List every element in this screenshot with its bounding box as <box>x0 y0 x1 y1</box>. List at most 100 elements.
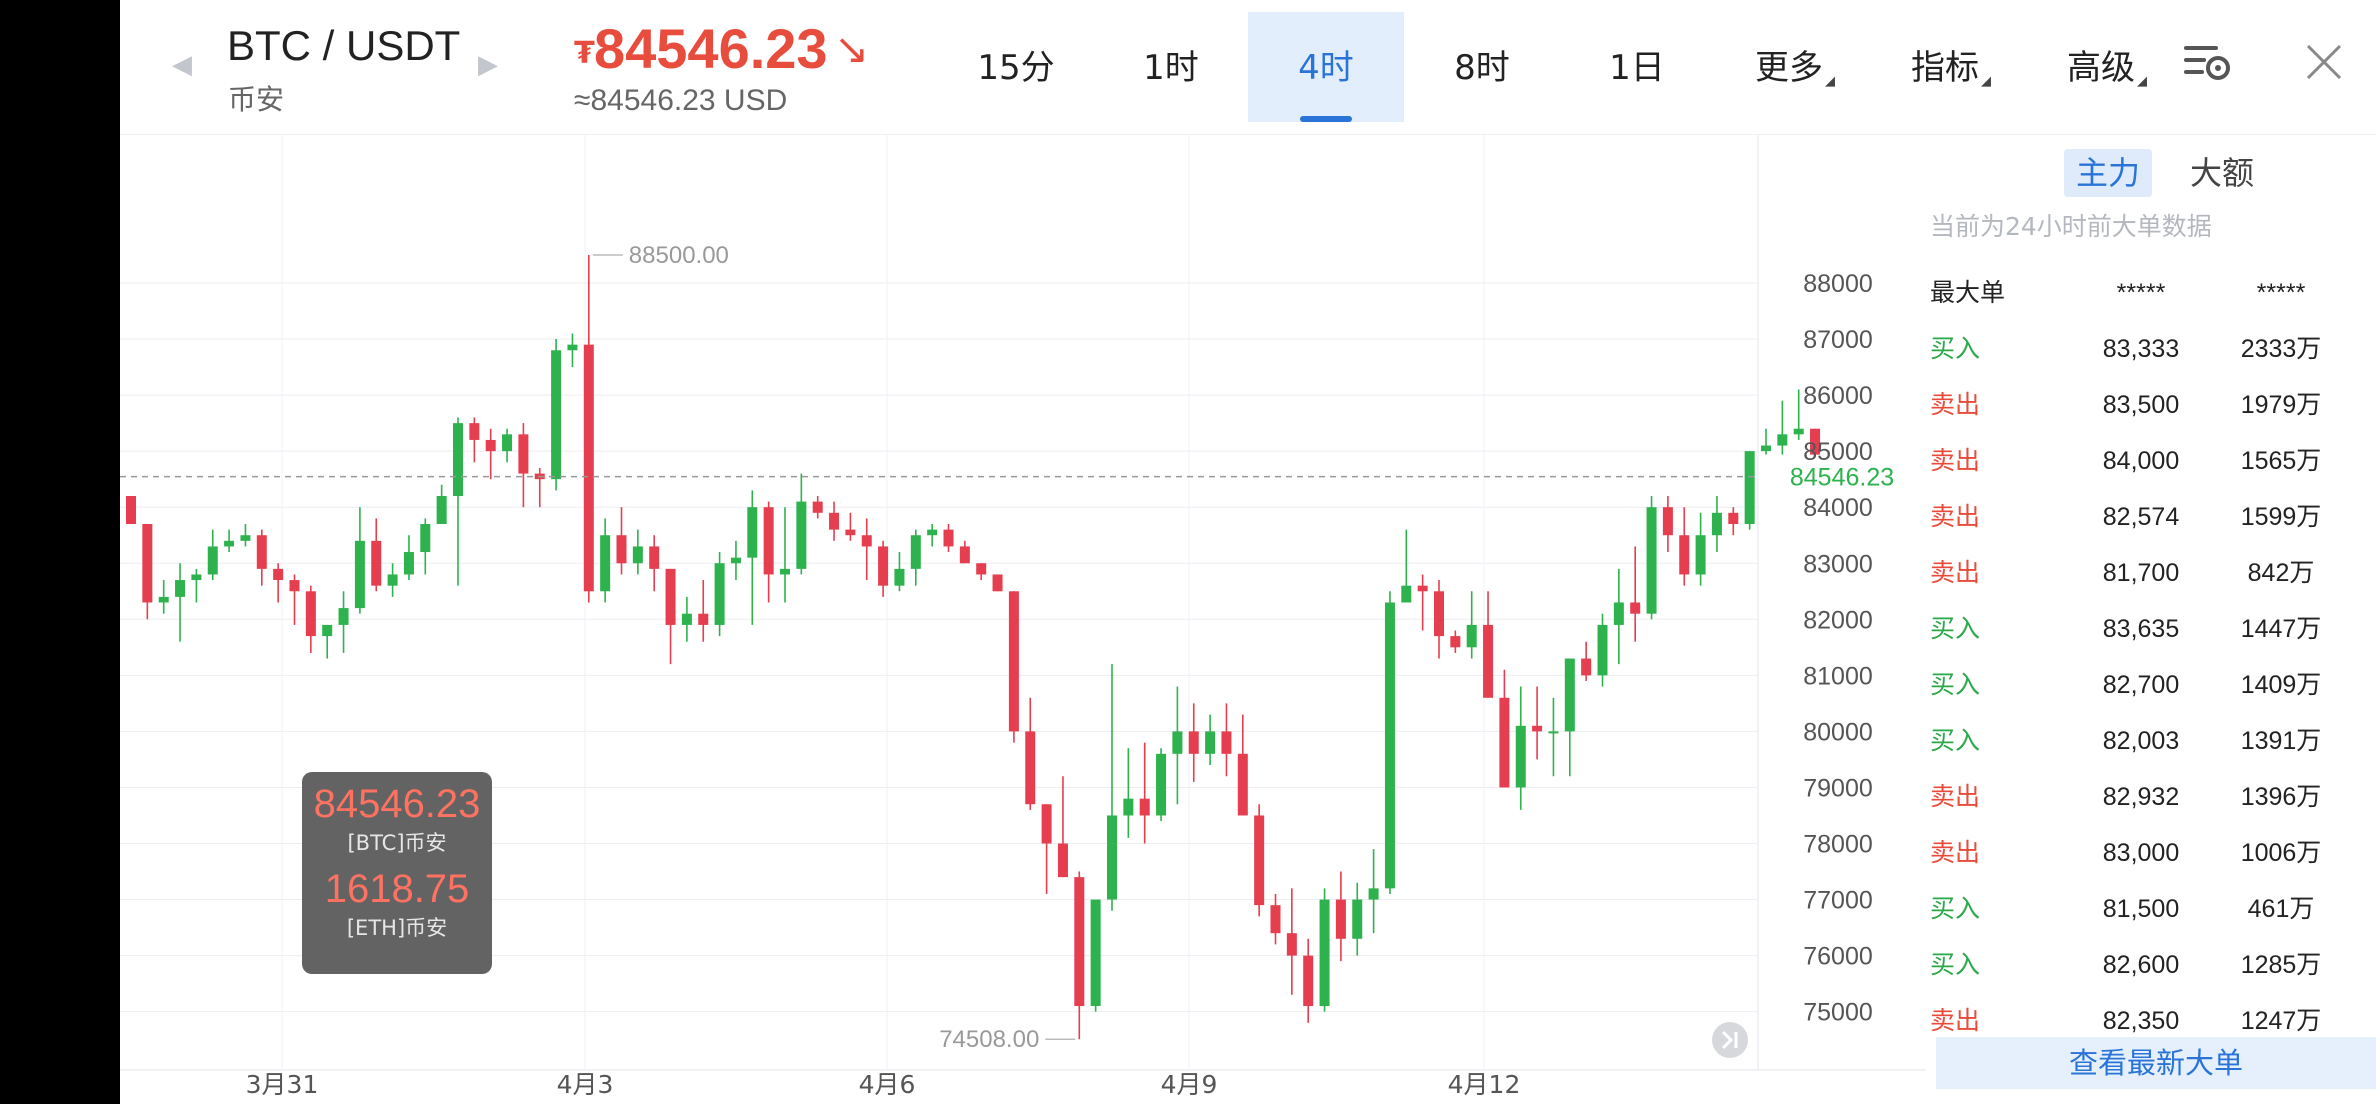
tab-15m[interactable]: 15分 <box>977 48 1055 88</box>
y-tick-label: 77000 <box>1803 887 1873 915</box>
candle-body <box>861 535 872 547</box>
settings-list-icon[interactable] <box>2182 40 2232 88</box>
candle <box>1286 888 1297 995</box>
candle-body <box>338 608 349 625</box>
candle <box>780 507 790 603</box>
view-latest-orders-button[interactable]: 查看最新大单 <box>1936 1037 2376 1089</box>
candle <box>812 495 823 519</box>
candle-body <box>1564 658 1575 732</box>
candle-body <box>1221 731 1232 754</box>
candle <box>1221 703 1232 777</box>
candle-body <box>649 546 660 569</box>
order-row[interactable]: 卖出 83,500 1979万 <box>1926 377 2376 433</box>
usd-price: ≈84546.23 USD <box>574 84 788 117</box>
order-price: 84,000 <box>2102 447 2180 475</box>
candle-body <box>1237 753 1248 816</box>
candle <box>207 529 218 581</box>
order-side: 卖出 <box>1930 502 1981 531</box>
candle-body <box>1450 636 1461 648</box>
order-row[interactable]: 卖出 84,000 1565万 <box>1926 433 2376 489</box>
candle-body <box>747 507 758 558</box>
order-side: 卖出 <box>1930 390 1981 419</box>
tab-large-amount[interactable]: 大额 <box>2190 154 2255 192</box>
candle <box>583 254 594 603</box>
tab-4h[interactable]: 4时 <box>1248 12 1404 122</box>
close-icon[interactable] <box>2302 40 2346 88</box>
candle-body <box>1188 731 1199 754</box>
candle <box>1172 686 1183 805</box>
order-row[interactable]: 卖出 82,350 1247万 <box>1926 993 2376 1049</box>
candle <box>1434 580 1444 659</box>
eth-price-label: [ETH]币安 <box>346 916 448 940</box>
candle <box>289 574 300 625</box>
candle-body <box>1107 815 1117 900</box>
candle-body <box>665 568 676 625</box>
candle-body <box>240 535 251 541</box>
candle <box>371 518 382 592</box>
tab-main-force[interactable]: 主力 <box>2064 149 2153 197</box>
next-pair-icon[interactable]: ▶ <box>478 50 498 80</box>
candle <box>845 512 856 541</box>
arrow-down-right-icon: ↘ <box>834 24 870 73</box>
order-row[interactable]: 卖出 82,574 1599万 <box>1926 489 2376 545</box>
y-tick-label: 87000 <box>1803 326 1873 354</box>
tab-advanced[interactable]: 高级 ◢ <box>2067 48 2147 89</box>
scroll-to-latest-icon[interactable] <box>1712 1022 1748 1058</box>
order-amount: 1409万 <box>2240 671 2322 699</box>
candle <box>763 501 774 603</box>
order-row[interactable]: 卖出 82,932 1396万 <box>1926 769 2376 825</box>
candle <box>1254 804 1265 917</box>
order-row[interactable]: 买入 83,333 2333万 <box>1926 321 2376 377</box>
candle <box>730 540 741 581</box>
tab-indicators[interactable]: 指标 ◢ <box>1911 48 1991 89</box>
candle-body <box>191 574 202 581</box>
order-price: 81,500 <box>2102 895 2180 923</box>
candle-body <box>502 434 513 452</box>
candle-body <box>1662 507 1673 536</box>
tab-1h[interactable]: 1时 <box>1143 48 1199 88</box>
candle <box>959 540 970 564</box>
order-amount: 1391万 <box>2240 727 2322 755</box>
candle-body <box>1139 798 1150 816</box>
candle-body <box>910 535 921 569</box>
y-tick-label: 86000 <box>1803 382 1873 410</box>
candle <box>698 580 709 642</box>
tab-8h[interactable]: 8时 <box>1454 48 1510 88</box>
candle <box>1744 451 1755 530</box>
candle <box>681 596 692 642</box>
candle-body <box>1483 624 1494 698</box>
candle-body <box>1172 731 1183 754</box>
order-row[interactable]: 买入 82,003 1391万 <box>1926 713 2376 769</box>
candle <box>322 624 333 659</box>
tab-more[interactable]: 更多 ◢ <box>1755 48 1835 89</box>
order-side: 卖出 <box>1930 1006 1981 1035</box>
order-side: 卖出 <box>1930 838 1981 867</box>
order-price: 83,500 <box>2102 391 2180 419</box>
candle <box>1123 748 1134 838</box>
prev-pair-icon[interactable]: ◀ <box>172 50 192 80</box>
candle <box>1090 899 1101 1012</box>
pair-title: BTC / USDT <box>227 22 461 69</box>
candle <box>878 540 889 597</box>
candle <box>927 524 938 547</box>
tab-1d[interactable]: 1日 <box>1609 48 1665 88</box>
candle <box>1319 888 1330 1012</box>
order-row[interactable]: 买入 82,600 1285万 <box>1926 937 2376 993</box>
candle-body <box>1695 535 1706 575</box>
candle-body <box>1711 512 1722 536</box>
candle <box>1711 495 1722 553</box>
candle-body <box>845 529 856 536</box>
candle <box>256 529 267 586</box>
candle-body <box>894 568 905 586</box>
order-row[interactable]: 买入 81,500 461万 <box>1926 881 2376 937</box>
candle <box>714 552 725 637</box>
candle-body <box>289 580 300 592</box>
order-row[interactable]: 卖出 83,000 1006万 <box>1926 825 2376 881</box>
candle-body <box>175 580 186 597</box>
order-row[interactable]: 卖出 81,700 842万 <box>1926 545 2376 601</box>
order-side: 买入 <box>1930 894 1981 923</box>
order-row[interactable]: 买入 82,700 1409万 <box>1926 657 2376 713</box>
candle <box>387 563 398 597</box>
order-row[interactable]: 买入 83,635 1447万 <box>1926 601 2376 657</box>
candle-body <box>1466 624 1477 648</box>
